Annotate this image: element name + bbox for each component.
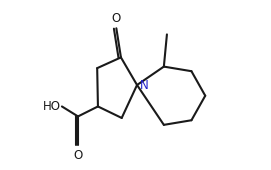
Text: O: O bbox=[112, 12, 121, 25]
Text: N: N bbox=[140, 79, 149, 92]
Text: O: O bbox=[73, 149, 83, 162]
Text: HO: HO bbox=[42, 100, 60, 113]
